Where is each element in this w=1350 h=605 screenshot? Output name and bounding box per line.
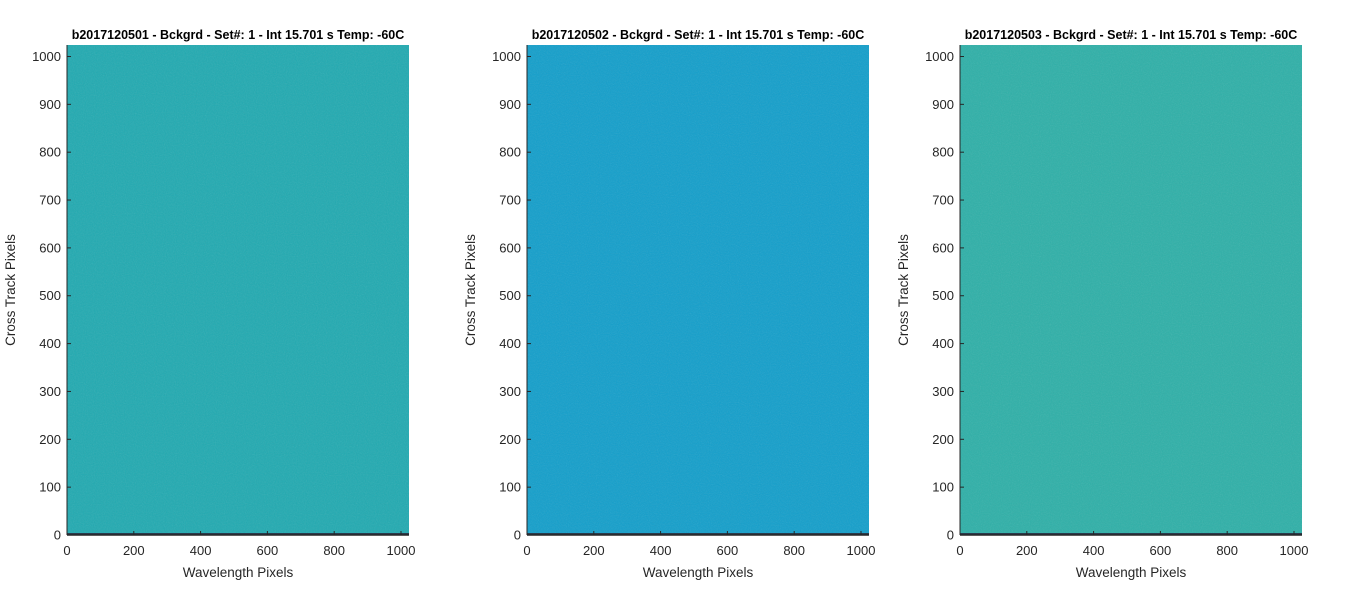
x-tick-label: 800 [323,543,345,558]
y-tick-label: 600 [499,240,521,255]
y-tick-label: 900 [499,97,521,112]
y-tick-label: 600 [932,240,954,255]
x-tick-label: 0 [956,543,963,558]
x-tick-label: 400 [650,543,672,558]
heatmap-bottom-row [960,533,1302,535]
y-tick-label: 800 [932,145,954,160]
chart-title: b2017120503 - Bckgrd - Set#: 1 - Int 15.… [965,28,1298,42]
y-tick-label: 100 [932,480,954,495]
y-axis-label: Cross Track Pixels [896,234,911,346]
heatmap-noise [960,45,1302,535]
y-tick-label: 0 [54,528,61,543]
chart-title: b2017120502 - Bckgrd - Set#: 1 - Int 15.… [532,28,865,42]
x-tick-label: 0 [523,543,530,558]
y-tick-label: 1000 [32,49,61,64]
y-axis-label: Cross Track Pixels [3,234,18,346]
x-tick-label: 600 [717,543,739,558]
y-tick-label: 700 [499,193,521,208]
y-tick-label: 200 [39,432,61,447]
y-tick-label: 0 [514,528,521,543]
y-tick-label: 800 [39,145,61,160]
x-tick-label: 600 [1150,543,1172,558]
y-tick-label: 700 [932,193,954,208]
heatmap-panel-2: 0 100 200 300 400 500 600 700 800 900 1000 0 200 400 6… [463,28,875,580]
y-tick-label: 0 [947,528,954,543]
y-tick-label: 700 [39,193,61,208]
y-tick-label: 400 [39,336,61,351]
x-tick-label: 1000 [847,543,876,558]
x-tick-label: 1000 [1280,543,1309,558]
y-tick-label: 900 [39,97,61,112]
y-tick-label: 500 [39,288,61,303]
x-tick-label: 1000 [387,543,416,558]
heatmap-panel-1: 0 100 200 300 400 500 600 700 800 900 1000 0 200 400 6… [3,28,415,580]
y-axis-label: Cross Track Pixels [463,234,478,346]
x-axis-label: Wavelength Pixels [183,565,294,580]
y-tick-label: 100 [499,480,521,495]
chart-title: b2017120501 - Bckgrd - Set#: 1 - Int 15.… [72,28,405,42]
x-axis-label: Wavelength Pixels [1076,565,1187,580]
x-tick-label: 200 [1016,543,1038,558]
x-tick-label: 200 [123,543,145,558]
y-tick-label: 1000 [925,49,954,64]
x-tick-label: 200 [583,543,605,558]
y-tick-label: 300 [932,384,954,399]
y-tick-label: 400 [932,336,954,351]
x-axis-label: Wavelength Pixels [643,565,754,580]
y-tick-label: 500 [932,288,954,303]
x-tick-label: 600 [257,543,279,558]
y-tick-label: 500 [499,288,521,303]
x-tick-label: 800 [1216,543,1238,558]
x-tick-label: 400 [190,543,212,558]
y-tick-label: 200 [499,432,521,447]
y-tick-label: 1000 [492,49,521,64]
y-tick-label: 600 [39,240,61,255]
x-tick-label: 0 [63,543,70,558]
y-tick-label: 100 [39,480,61,495]
y-tick-label: 900 [932,97,954,112]
y-tick-label: 200 [932,432,954,447]
y-tick-label: 300 [499,384,521,399]
y-tick-label: 300 [39,384,61,399]
y-tick-label: 400 [499,336,521,351]
heatmap-bottom-row [67,533,409,535]
y-tick-label: 800 [499,145,521,160]
x-tick-label: 400 [1083,543,1105,558]
heatmap-noise [67,45,409,535]
heatmap-panel-3: 0 100 200 300 400 500 600 700 800 900 1000 0 200 400 6… [896,28,1308,580]
heatmap-noise [527,45,869,535]
heatmap-bottom-row [527,533,869,535]
x-tick-label: 800 [783,543,805,558]
